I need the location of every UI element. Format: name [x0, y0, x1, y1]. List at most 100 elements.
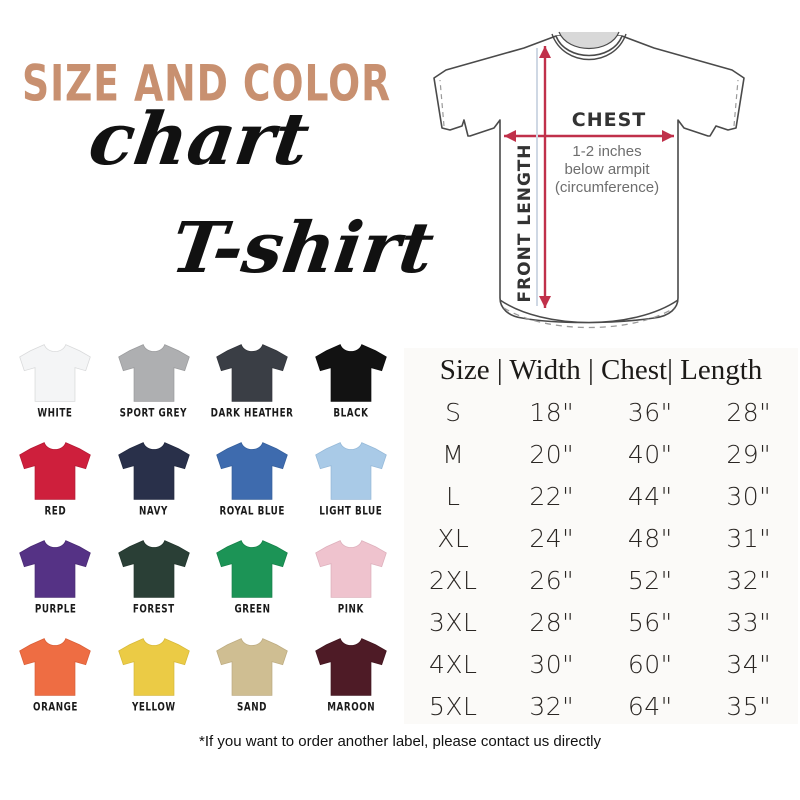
color-swatch-label: LIGHT BLUE: [319, 505, 383, 518]
cell-width: 24": [529, 523, 575, 553]
size-table-body: S 18" 36" 28" M 20" 40" 29" L 22" 44" 30…: [404, 391, 798, 727]
color-swatch-forest[interactable]: FOREST: [105, 536, 204, 634]
color-swatch-orange[interactable]: ORANGE: [6, 634, 105, 732]
color-swatch-navy[interactable]: NAVY: [105, 438, 204, 536]
page-title-primary: SIZE AND COLOR: [22, 54, 392, 113]
table-row: 2XL 26" 52" 32": [404, 559, 798, 601]
cell-chest: 40": [627, 439, 673, 469]
cell-length: 31": [726, 523, 772, 553]
cell-chest: 64": [627, 691, 673, 721]
tshirt-icon: [19, 540, 92, 598]
chest-note-line2: below armpit: [564, 161, 650, 178]
color-swatch-label: NAVY: [139, 505, 169, 518]
tshirt-icon: [314, 540, 387, 598]
title-block: SIZE AND COLOR chart T-shirt: [0, 44, 439, 344]
color-swatch-dark-heather[interactable]: DARK HEATHER: [203, 340, 302, 438]
color-swatch-yellow[interactable]: YELLOW: [105, 634, 204, 732]
cell-size: 3XL: [429, 607, 478, 637]
tshirt-icon: [216, 344, 289, 402]
cell-width: 20": [529, 439, 575, 469]
color-swatch-light-blue[interactable]: LIGHT BLUE: [302, 438, 401, 536]
color-swatch-label: ORANGE: [32, 701, 78, 714]
color-swatch-royal-blue[interactable]: ROYAL BLUE: [203, 438, 302, 536]
color-swatch-label: MAROON: [326, 701, 375, 714]
color-swatch-label: PURPLE: [34, 603, 77, 616]
color-swatch-black[interactable]: BLACK: [302, 340, 401, 438]
cell-chest: 44": [627, 481, 673, 511]
cell-size: S: [445, 397, 462, 427]
color-swatch-grid: WHITE SPORT GREY DARK HEATHER BLACK RED: [6, 340, 400, 732]
color-swatch-label: ROYAL BLUE: [219, 505, 285, 518]
tshirt-measurement-diagram: CHEST 1-2 inches below armpit (circumfer…: [404, 8, 796, 344]
color-swatch-red[interactable]: RED: [6, 438, 105, 536]
color-swatch-label: SAND: [237, 701, 268, 714]
cell-length: 34": [726, 649, 772, 679]
cell-size: XL: [437, 523, 470, 553]
cell-length: 33": [726, 607, 772, 637]
tshirt-icon: [117, 344, 190, 402]
color-swatch-sport-grey[interactable]: SPORT GREY: [105, 340, 204, 438]
table-row: 5XL 32" 64" 35": [404, 685, 798, 727]
tshirt-icon: [117, 540, 190, 598]
color-swatch-label: DARK HEATHER: [210, 407, 294, 420]
tshirt-icon: [314, 442, 387, 500]
tshirt-icon: [19, 638, 92, 696]
cell-width: 32": [529, 691, 575, 721]
cell-width: 26": [529, 565, 575, 595]
table-row: M 20" 40" 29": [404, 433, 798, 475]
color-swatch-label: WHITE: [37, 407, 73, 420]
color-swatch-white[interactable]: WHITE: [6, 340, 105, 438]
chest-note-line1: 1-2 inches: [572, 143, 641, 160]
color-swatch-label: PINK: [337, 603, 364, 616]
cell-size: 4XL: [429, 649, 478, 679]
tshirt-icon: [314, 344, 387, 402]
cell-size: L: [446, 481, 461, 511]
color-swatch-green[interactable]: GREEN: [203, 536, 302, 634]
cell-length: 32": [726, 565, 772, 595]
page-title-script-tshirt: T-shirt: [166, 206, 439, 289]
footer-note: *If you want to order another label, ple…: [199, 733, 601, 750]
cell-length: 30": [726, 481, 772, 511]
chest-label: CHEST: [572, 109, 646, 131]
cell-length: 29": [726, 439, 772, 469]
chest-note-line3: (circumference): [555, 179, 659, 196]
tshirt-icon: [19, 442, 92, 500]
cell-width: 30": [529, 649, 575, 679]
cell-width: 18": [529, 397, 575, 427]
cell-chest: 36": [627, 397, 673, 427]
cell-width: 28": [529, 607, 575, 637]
cell-chest: 60": [627, 649, 673, 679]
table-row: XL 24" 48" 31": [404, 517, 798, 559]
front-length-label: FRONT LENGTH: [515, 143, 535, 302]
tshirt-icon: [19, 344, 92, 402]
color-swatch-label: GREEN: [234, 603, 271, 616]
cell-size: 2XL: [429, 565, 478, 595]
tshirt-icon: [216, 442, 289, 500]
size-table-header: Size | Width | Chest| Length: [439, 354, 763, 386]
color-swatch-maroon[interactable]: MAROON: [302, 634, 401, 732]
cell-width: 22": [529, 481, 575, 511]
table-row: 3XL 28" 56" 33": [404, 601, 798, 643]
tshirt-icon: [216, 540, 289, 598]
cell-chest: 52": [627, 565, 673, 595]
color-swatch-label: FOREST: [132, 603, 175, 616]
table-row: L 22" 44" 30": [404, 475, 798, 517]
cell-chest: 48": [627, 523, 673, 553]
cell-size: 5XL: [429, 691, 478, 721]
table-row: S 18" 36" 28": [404, 391, 798, 433]
cell-length: 35": [726, 691, 772, 721]
color-swatch-pink[interactable]: PINK: [302, 536, 401, 634]
color-swatch-purple[interactable]: PURPLE: [6, 536, 105, 634]
color-swatch-label: BLACK: [333, 407, 369, 420]
cell-length: 28": [726, 397, 772, 427]
tshirt-icon: [117, 442, 190, 500]
tshirt-icon: [314, 638, 387, 696]
color-swatch-label: YELLOW: [131, 701, 176, 714]
cell-chest: 56": [627, 607, 673, 637]
tshirt-icon: [117, 638, 190, 696]
cell-size: M: [442, 439, 465, 469]
color-swatch-sand[interactable]: SAND: [203, 634, 302, 732]
tshirt-icon: [216, 638, 289, 696]
size-table: Size | Width | Chest| Length S 18" 36" 2…: [404, 348, 798, 724]
